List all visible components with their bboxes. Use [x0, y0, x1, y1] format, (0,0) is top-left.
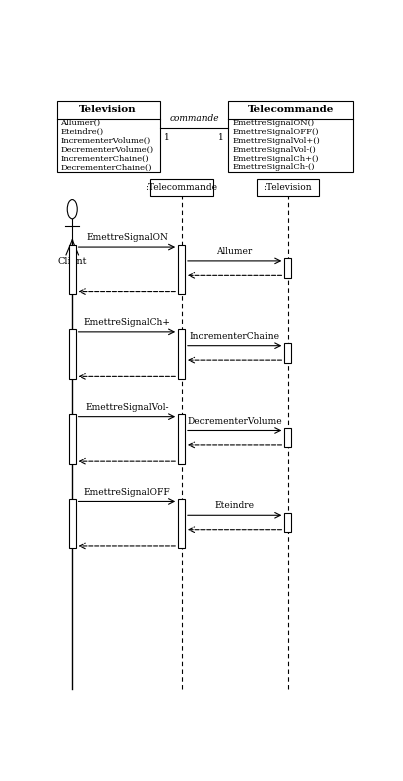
- Bar: [284, 428, 291, 448]
- Text: EmettreSignalCh+: EmettreSignalCh+: [83, 318, 170, 327]
- Text: Eteindre: Eteindre: [215, 501, 255, 511]
- Text: Allumer(): Allumer(): [60, 119, 100, 127]
- Bar: [69, 414, 76, 464]
- Bar: [178, 499, 185, 548]
- Text: Television: Television: [79, 105, 137, 114]
- Text: DecrementerVolume: DecrementerVolume: [187, 417, 282, 426]
- Bar: [284, 344, 291, 362]
- Text: 1: 1: [218, 133, 224, 141]
- Bar: [284, 259, 291, 278]
- Bar: [150, 179, 213, 196]
- Text: :Telecommande: :Telecommande: [145, 183, 218, 192]
- Text: EmettreSignalOFF(): EmettreSignalOFF(): [232, 128, 319, 136]
- Text: 1: 1: [164, 133, 170, 141]
- Text: Telecommande: Telecommande: [248, 105, 334, 114]
- Text: EmettreSignalVol-: EmettreSignalVol-: [85, 403, 168, 412]
- Bar: [178, 414, 185, 464]
- Text: :Television: :Television: [264, 183, 312, 192]
- Bar: [178, 330, 185, 379]
- Text: EmettreSignalOFF: EmettreSignalOFF: [83, 487, 170, 497]
- Text: EmettreSignalCh+(): EmettreSignalCh+(): [232, 155, 319, 162]
- Bar: [69, 244, 76, 294]
- Text: EmettreSignalVol+(): EmettreSignalVol+(): [232, 137, 320, 144]
- Text: DecrementerChaine(): DecrementerChaine(): [60, 163, 152, 172]
- Text: EmettreSignalON(): EmettreSignalON(): [232, 119, 314, 127]
- Text: IncrementerVolume(): IncrementerVolume(): [60, 137, 151, 144]
- Text: Client: Client: [58, 257, 87, 266]
- Text: DecrementerVolume(): DecrementerVolume(): [60, 146, 154, 154]
- Bar: [284, 513, 291, 532]
- Text: IncrementerChaine: IncrementerChaine: [190, 332, 280, 341]
- Text: IncrementerChaine(): IncrementerChaine(): [60, 155, 149, 162]
- Bar: [178, 244, 185, 294]
- Bar: [69, 330, 76, 379]
- Bar: [56, 101, 160, 172]
- Bar: [256, 179, 319, 196]
- Bar: [229, 101, 353, 172]
- Bar: [69, 499, 76, 548]
- Text: Eteindre(): Eteindre(): [60, 128, 104, 136]
- Text: EmettreSignalON: EmettreSignalON: [86, 234, 168, 242]
- Text: EmettreSignalCh-(): EmettreSignalCh-(): [232, 163, 315, 172]
- Text: commande: commande: [169, 114, 219, 123]
- Text: Allumer: Allumer: [216, 247, 253, 256]
- Text: EmettreSignalVol-(): EmettreSignalVol-(): [232, 146, 316, 154]
